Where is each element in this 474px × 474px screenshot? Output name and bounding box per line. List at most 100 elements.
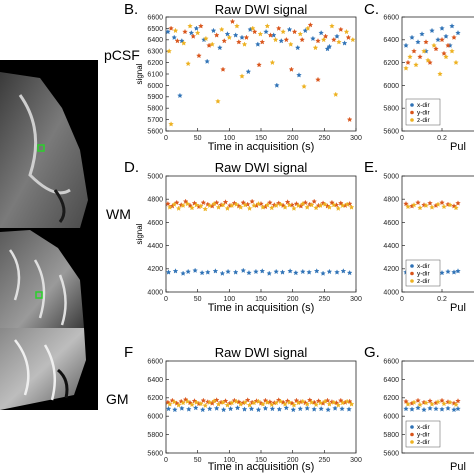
data-point-series-0 xyxy=(205,269,211,275)
data-point-series-2 xyxy=(301,83,307,89)
data-point-series-1 xyxy=(267,199,273,206)
data-point-series-0 xyxy=(165,269,172,275)
data-point-series-1 xyxy=(213,32,220,38)
x-axis-label-e: Pul xyxy=(450,302,466,314)
data-point-series-2 xyxy=(185,60,191,67)
x-tick-label: 50 xyxy=(194,296,202,303)
data-point-series-2 xyxy=(313,401,319,408)
data-point-series-0 xyxy=(332,405,338,411)
mri-gyri-wm xyxy=(8,249,67,326)
data-point-series-0 xyxy=(297,405,304,412)
y-tick-label: 6400 xyxy=(147,37,163,44)
data-point-series-0 xyxy=(177,92,183,99)
data-point-series-1 xyxy=(249,198,255,204)
data-point-series-0 xyxy=(240,267,247,273)
data-point-series-0 xyxy=(212,268,219,274)
data-point-series-0 xyxy=(294,44,301,51)
data-point-series-1 xyxy=(174,38,181,44)
data-point-series-2 xyxy=(202,402,209,408)
y-tick-label: 6200 xyxy=(383,395,399,402)
data-point-series-1 xyxy=(236,39,242,45)
data-point-series-0 xyxy=(455,30,461,36)
data-point-series-2 xyxy=(202,206,209,212)
data-point-series-2 xyxy=(224,205,231,211)
data-point-series-2 xyxy=(423,399,429,406)
data-point-series-2 xyxy=(233,201,240,207)
data-point-series-2 xyxy=(421,48,427,54)
y-tick-label: 6100 xyxy=(147,71,163,78)
mri-images xyxy=(0,60,98,410)
data-point-series-1 xyxy=(200,199,207,206)
data-point-series-2 xyxy=(403,65,409,71)
data-point-series-0 xyxy=(403,42,409,48)
data-point-series-2 xyxy=(193,399,200,405)
data-point-series-2 xyxy=(242,202,248,208)
data-point-series-2 xyxy=(166,48,172,54)
data-point-series-0 xyxy=(421,406,427,413)
data-point-series-0 xyxy=(445,268,451,275)
legend-marker xyxy=(410,271,414,276)
data-point-series-2 xyxy=(286,202,293,208)
data-point-series-0 xyxy=(217,44,223,51)
data-point-series-0 xyxy=(253,268,259,275)
data-point-series-2 xyxy=(251,202,257,208)
data-point-series-1 xyxy=(256,61,262,68)
data-point-series-2 xyxy=(172,27,179,34)
data-point-series-0 xyxy=(340,268,347,274)
data-point-series-2 xyxy=(329,23,335,29)
data-point-series-2 xyxy=(180,202,186,208)
data-point-series-2 xyxy=(272,36,279,43)
x-tick-label: 150 xyxy=(255,296,267,303)
y-tick-label: 6000 xyxy=(383,83,399,90)
legend-marker xyxy=(410,103,414,107)
x-tick-label: 250 xyxy=(318,457,330,464)
data-point-series-2 xyxy=(264,23,271,29)
data-point-series-1 xyxy=(427,59,433,65)
data-point-series-0 xyxy=(227,405,234,412)
data-point-series-1 xyxy=(346,116,353,122)
y-tick-label: 6300 xyxy=(147,49,163,56)
y-tick-label: 4800 xyxy=(383,197,399,204)
data-point-series-2 xyxy=(350,36,356,43)
data-point-series-2 xyxy=(255,398,262,404)
data-point-series-2 xyxy=(209,41,216,47)
data-point-series-2 xyxy=(331,399,337,405)
data-point-series-2 xyxy=(343,28,350,35)
data-point-series-1 xyxy=(345,34,352,40)
data-point-series-0 xyxy=(326,268,333,275)
data-point-series-0 xyxy=(310,35,316,42)
data-point-series-2 xyxy=(326,204,333,210)
data-point-series-1 xyxy=(405,59,411,65)
data-point-series-2 xyxy=(242,399,248,405)
data-point-series-1 xyxy=(441,50,447,56)
data-point-series-1 xyxy=(240,199,247,206)
data-point-series-1 xyxy=(415,199,421,206)
y-tick-label: 5800 xyxy=(383,432,399,439)
y-tick-label: 5800 xyxy=(147,432,163,439)
data-point-series-1 xyxy=(403,398,409,404)
panel-title-d: Raw DWI signal xyxy=(215,160,308,175)
data-point-series-0 xyxy=(219,270,226,276)
data-point-series-2 xyxy=(453,59,459,65)
data-point-series-0 xyxy=(255,41,261,47)
data-point-series-0 xyxy=(313,268,320,274)
data-point-series-2 xyxy=(211,200,217,207)
data-point-series-2 xyxy=(237,204,244,210)
data-point-series-2 xyxy=(234,23,240,29)
data-point-series-2 xyxy=(407,53,413,60)
data-point-series-2 xyxy=(417,204,423,211)
data-point-series-2 xyxy=(431,42,437,48)
panel-title-f: Raw DWI signal xyxy=(215,345,308,360)
data-point-series-1 xyxy=(165,200,171,207)
panels-layer: 5600 5700 5800 5900 6000 6100 6200 6300 6400 6500… xyxy=(124,1,474,473)
data-point-series-2 xyxy=(417,401,423,408)
legend-label: z-dir xyxy=(417,278,430,285)
data-point-series-2 xyxy=(443,53,449,60)
data-point-series-2 xyxy=(441,203,447,210)
data-point-series-2 xyxy=(348,204,355,210)
y-tick-label: 4000 xyxy=(383,289,399,296)
data-point-series-2 xyxy=(320,36,327,43)
x-axis-label-g: Pul xyxy=(450,461,466,473)
data-point-series-2 xyxy=(295,399,302,406)
x-tick-label: 100 xyxy=(223,296,235,303)
